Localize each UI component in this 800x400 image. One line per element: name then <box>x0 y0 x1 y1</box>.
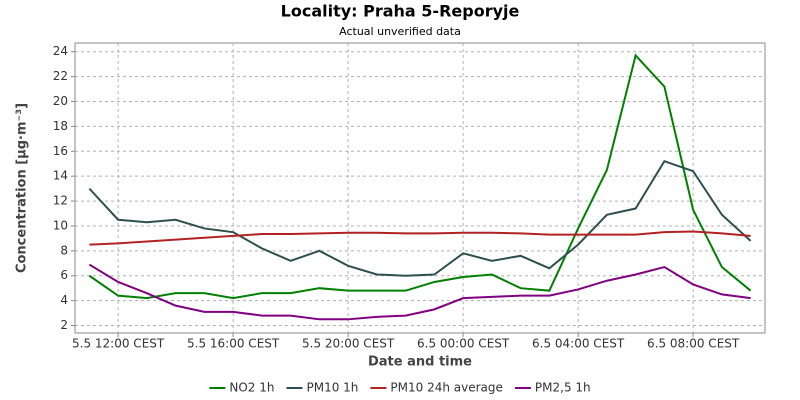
y-tick-label: 16 <box>53 144 68 158</box>
y-tick-label: 12 <box>53 194 68 208</box>
y-tick-label: 8 <box>60 243 68 257</box>
x-tick-label: 6.5 00:00 CEST <box>417 337 510 351</box>
y-axis-label: Concentration [µg·m⁻³] <box>15 103 30 273</box>
legend-label: PM10 1h <box>306 381 358 395</box>
y-tick-label: 20 <box>53 94 68 108</box>
x-tick-label: 5.5 20:00 CEST <box>302 337 395 351</box>
y-tick-label: 10 <box>53 218 68 232</box>
y-tick-label: 18 <box>53 119 68 133</box>
x-axis-label: Date and time <box>368 355 472 370</box>
legend-label: NO2 1h <box>229 381 274 395</box>
y-tick-label: 22 <box>53 69 68 83</box>
legend-label: PM10 24h average <box>390 381 503 395</box>
series-line <box>88 53 752 300</box>
x-tick-label: 5.5 16:00 CEST <box>187 337 280 351</box>
y-tick-label: 24 <box>53 44 68 58</box>
y-tick-label: 2 <box>60 318 68 332</box>
chart-title: Locality: Praha 5-Reporyje <box>281 2 520 21</box>
y-tick-label: 6 <box>60 268 68 282</box>
series-line <box>88 263 751 321</box>
y-tick-label: 4 <box>60 293 68 307</box>
series-line <box>88 160 752 277</box>
x-tick-label: 6.5 04:00 CEST <box>532 337 625 351</box>
chart-subtitle: Actual unverified data <box>339 25 461 38</box>
x-tick-label: 6.5 08:00 CEST <box>647 337 740 351</box>
plot-area <box>74 42 766 334</box>
series-line <box>89 230 751 246</box>
legend-label: PM2,5 1h <box>535 381 591 395</box>
y-tick-label: 14 <box>53 169 68 183</box>
x-tick-label: 5.5 12:00 CEST <box>72 337 165 351</box>
